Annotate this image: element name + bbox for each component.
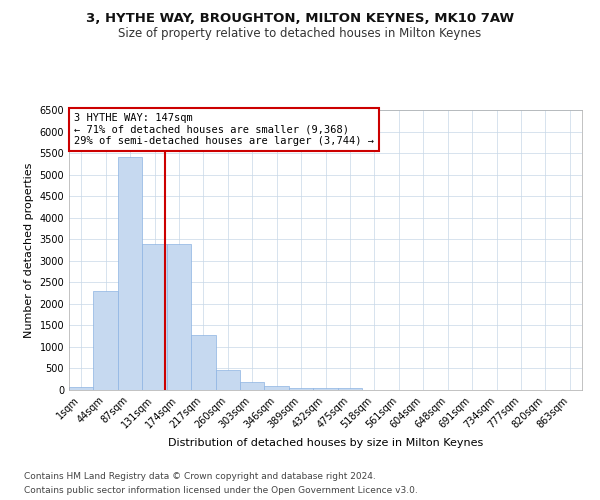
Bar [338,388,362,390]
Bar [215,370,240,390]
Text: Contains HM Land Registry data © Crown copyright and database right 2024.: Contains HM Land Registry data © Crown c… [24,472,376,481]
Bar [69,387,94,390]
Text: Contains public sector information licensed under the Open Government Licence v3: Contains public sector information licen… [24,486,418,495]
X-axis label: Distribution of detached houses by size in Milton Keynes: Distribution of detached houses by size … [168,438,483,448]
Bar [94,291,118,390]
Text: 3, HYTHE WAY, BROUGHTON, MILTON KEYNES, MK10 7AW: 3, HYTHE WAY, BROUGHTON, MILTON KEYNES, … [86,12,514,26]
Bar [142,244,167,390]
Text: 3 HYTHE WAY: 147sqm
← 71% of detached houses are smaller (9,368)
29% of semi-det: 3 HYTHE WAY: 147sqm ← 71% of detached ho… [74,113,374,146]
Bar [167,244,191,390]
Y-axis label: Number of detached properties: Number of detached properties [24,162,34,338]
Bar [289,388,313,390]
Bar [240,382,265,390]
Bar [265,386,289,390]
Text: Size of property relative to detached houses in Milton Keynes: Size of property relative to detached ho… [118,28,482,40]
Bar [191,335,215,390]
Bar [313,388,338,390]
Bar [118,158,142,390]
